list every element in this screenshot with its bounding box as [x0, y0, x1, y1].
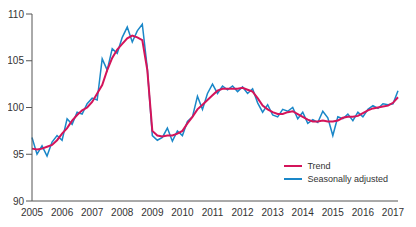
svg-text:2007: 2007: [81, 207, 104, 218]
svg-text:2011: 2011: [202, 207, 224, 218]
svg-text:105: 105: [8, 55, 24, 66]
svg-text:2015: 2015: [322, 207, 345, 218]
svg-text:110: 110: [8, 9, 24, 20]
svg-text:2008: 2008: [111, 207, 134, 218]
svg-text:2005: 2005: [21, 207, 44, 218]
svg-text:2006: 2006: [51, 207, 74, 218]
svg-text:100: 100: [8, 102, 24, 113]
svg-text:2014: 2014: [292, 207, 315, 218]
svg-text:2016: 2016: [352, 207, 375, 218]
html-text:Seasonally adjusted: Seasonally adjusted: [307, 173, 388, 184]
svg-text:2010: 2010: [171, 207, 194, 218]
svg-text:90: 90: [13, 196, 25, 207]
svg-text:95: 95: [13, 149, 25, 160]
svg-text:2009: 2009: [141, 207, 164, 218]
svg-text:2017: 2017: [382, 207, 405, 218]
html-text:Trend: Trend: [307, 160, 331, 171]
svg-text:2013: 2013: [262, 207, 285, 218]
svg-text:2012: 2012: [231, 207, 254, 218]
